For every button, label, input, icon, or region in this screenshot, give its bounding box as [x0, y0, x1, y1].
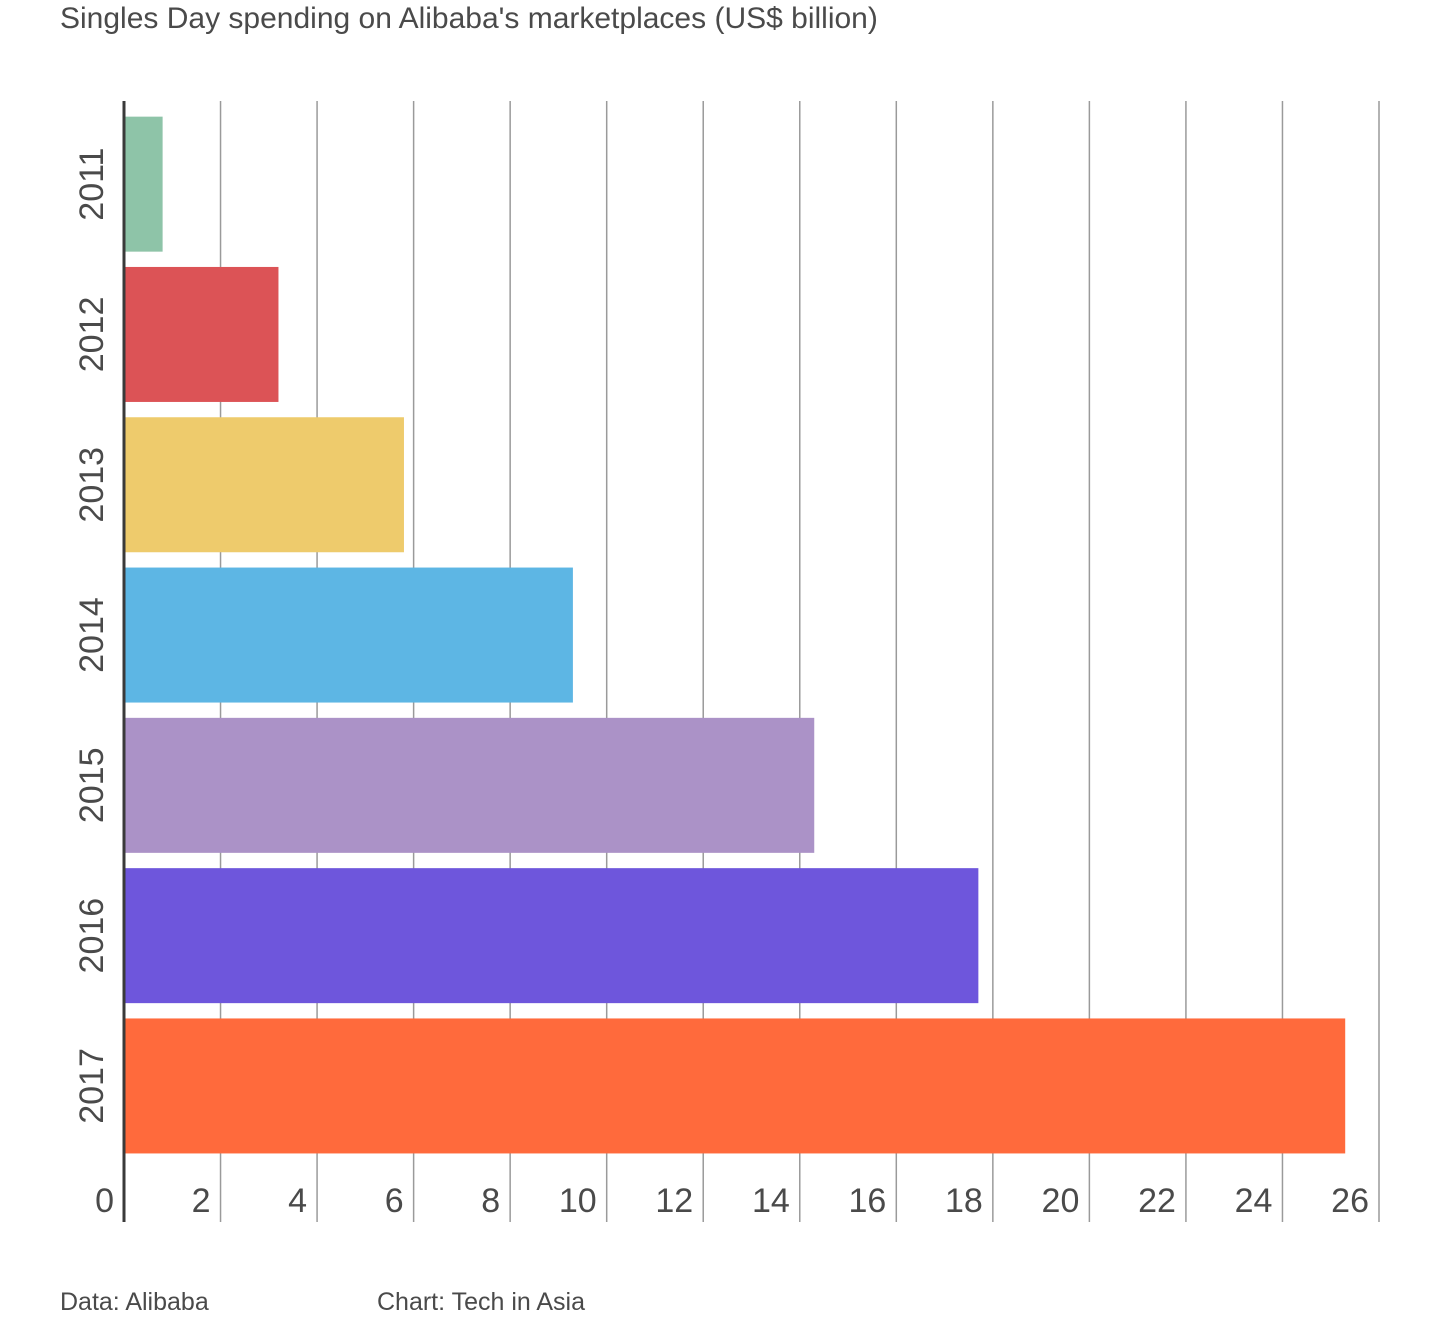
- x-tick-label-26: 26: [1331, 1182, 1369, 1220]
- bars: [124, 116, 1346, 1154]
- category-label-2013: 2013: [73, 447, 111, 523]
- x-tick-label-4: 4: [288, 1182, 307, 1220]
- bar-2016: [124, 868, 979, 1004]
- x-tick-label-2: 2: [192, 1182, 211, 1220]
- chart-title: Singles Day spending on Alibaba's market…: [60, 2, 878, 35]
- x-tick-label-20: 20: [1042, 1182, 1080, 1220]
- x-tick-label-22: 22: [1138, 1182, 1176, 1220]
- bar-2014: [124, 567, 573, 703]
- x-tick-label-18: 18: [945, 1182, 983, 1220]
- category-labels: 2011 2012 2013 2014 2015 2016 2017: [73, 148, 111, 1124]
- x-tick-label-12: 12: [655, 1182, 693, 1220]
- category-label-2016: 2016: [73, 898, 111, 974]
- bar-2017: [124, 1018, 1346, 1154]
- category-label-2017: 2017: [73, 1048, 111, 1124]
- x-tick-label-24: 24: [1235, 1182, 1273, 1220]
- category-label-2011: 2011: [73, 148, 111, 221]
- x-tick-label-16: 16: [848, 1182, 886, 1220]
- chart-credit: Chart: Tech in Asia: [377, 1288, 585, 1316]
- x-tick-label-8: 8: [481, 1182, 500, 1220]
- category-label-2014: 2014: [73, 597, 111, 673]
- x-tick-label-14: 14: [752, 1182, 790, 1220]
- bar-2011: [124, 116, 163, 252]
- bar-2015: [124, 717, 815, 853]
- x-tick-label-6: 6: [385, 1182, 404, 1220]
- bar-2012: [124, 266, 279, 402]
- x-axis-ticks: 0 2 4 6 8 10 12 14 16 18 20 22 24 26: [95, 1182, 1369, 1220]
- category-label-2012: 2012: [73, 297, 111, 373]
- x-tick-label-10: 10: [559, 1182, 597, 1220]
- data-source: Data: Alibaba: [60, 1288, 209, 1316]
- x-tick-label-0: 0: [95, 1182, 114, 1220]
- bar-2013: [124, 417, 404, 553]
- category-label-2015: 2015: [73, 748, 111, 824]
